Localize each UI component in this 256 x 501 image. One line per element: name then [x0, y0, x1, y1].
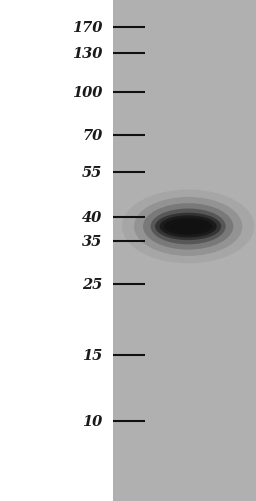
Text: 15: 15	[82, 349, 102, 363]
Text: 100: 100	[72, 86, 102, 100]
Ellipse shape	[134, 197, 242, 257]
Text: 130: 130	[72, 47, 102, 61]
Ellipse shape	[159, 216, 217, 238]
Ellipse shape	[143, 204, 233, 250]
Text: 40: 40	[82, 211, 102, 225]
Text: 10: 10	[82, 414, 102, 428]
Text: 35: 35	[82, 235, 102, 249]
Text: 25: 25	[82, 278, 102, 292]
Ellipse shape	[164, 218, 212, 235]
Bar	[113, 0, 256, 501]
Text: 170: 170	[72, 21, 102, 35]
Text: 55: 55	[82, 166, 102, 180]
Ellipse shape	[155, 213, 221, 240]
Text: 70: 70	[82, 128, 102, 142]
Ellipse shape	[151, 209, 226, 245]
Ellipse shape	[122, 190, 254, 264]
Ellipse shape	[170, 221, 206, 233]
